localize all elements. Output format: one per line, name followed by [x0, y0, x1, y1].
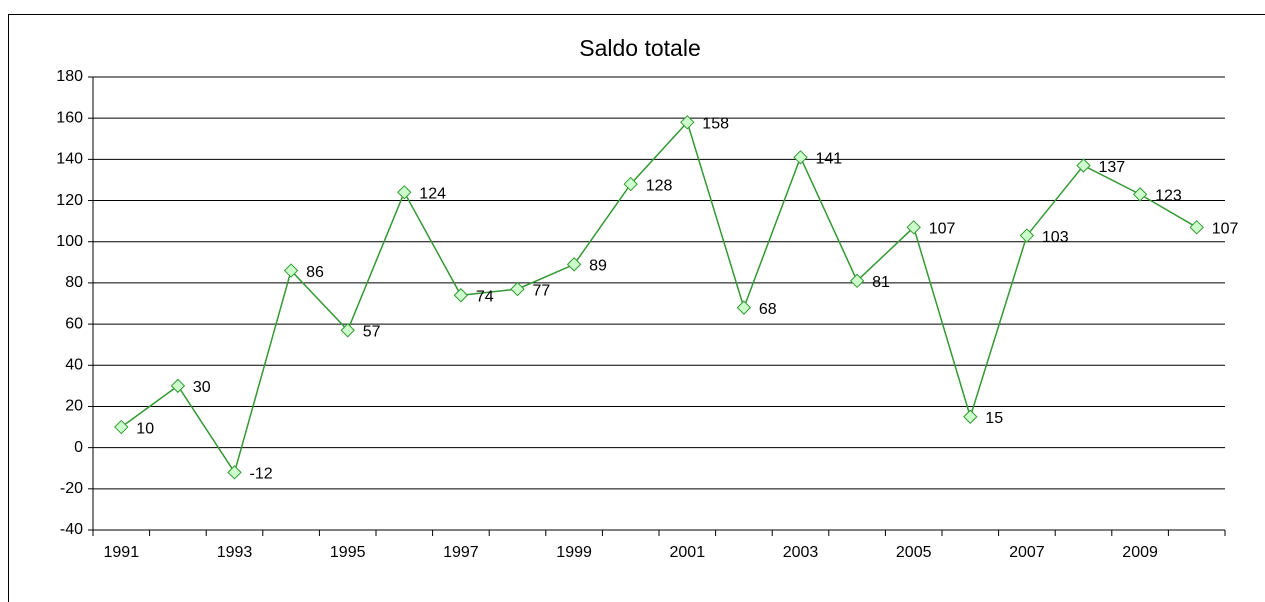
data-label: -12 [250, 466, 273, 483]
x-tick-label: 1993 [217, 544, 253, 561]
data-point [453, 288, 469, 303]
data-point [793, 150, 808, 165]
data-point [510, 281, 525, 297]
data-label: 141 [816, 151, 843, 168]
data-point [566, 257, 582, 272]
data-label: 68 [759, 301, 777, 318]
data-label: 15 [985, 410, 1003, 427]
x-tick-label: 2001 [670, 544, 706, 561]
data-point [736, 300, 752, 315]
data-point [963, 409, 978, 424]
x-tick-label: 1999 [556, 544, 592, 561]
x-tick-label: 1995 [330, 544, 366, 561]
data-point [397, 185, 412, 200]
x-tick-label: 2009 [1122, 544, 1158, 561]
data-label: 30 [193, 379, 211, 396]
data-label: 57 [363, 323, 381, 340]
data-point [114, 419, 129, 435]
y-tick-label: 140 [56, 151, 83, 168]
data-label: 124 [419, 186, 446, 203]
y-tick-label: -20 [60, 480, 83, 497]
x-tick-label: 2007 [1009, 544, 1045, 561]
data-point [170, 378, 186, 394]
data-label: 107 [929, 221, 956, 238]
series-line [120, 120, 1198, 475]
y-tick-label: 20 [65, 398, 83, 415]
y-tick-label: -40 [60, 521, 83, 538]
y-tick-label: 100 [56, 233, 83, 250]
data-point [1189, 220, 1204, 235]
data-point [906, 220, 921, 235]
data-label: 128 [646, 177, 673, 194]
x-tick-label: 1991 [104, 544, 140, 561]
data-point [1019, 228, 1035, 243]
data-point [849, 273, 865, 289]
data-label: 77 [533, 282, 551, 299]
data-label: 81 [872, 274, 890, 291]
data-label: 123 [1155, 188, 1182, 205]
data-label: 103 [1042, 229, 1069, 246]
chart-frame [8, 14, 1265, 602]
data-label: 89 [589, 258, 607, 275]
data-label: 74 [476, 288, 494, 305]
y-tick-label: 40 [65, 356, 83, 373]
chart-title: Saldo totale [579, 35, 700, 61]
data-point [623, 176, 638, 192]
y-tick-label: 80 [65, 274, 83, 291]
data-label: 158 [702, 116, 729, 133]
data-point [340, 323, 355, 338]
data-point [283, 263, 299, 278]
x-tick-label: 2003 [783, 544, 819, 561]
y-tick-label: 120 [56, 192, 83, 209]
data-point [680, 115, 695, 130]
data-label: 107 [1212, 221, 1239, 238]
data-label: 86 [306, 264, 324, 281]
y-tick-label: 180 [56, 68, 83, 85]
data-point [1076, 158, 1091, 173]
data-point [1132, 187, 1148, 202]
y-tick-label: 160 [56, 109, 83, 126]
data-label: 10 [136, 420, 154, 437]
data-label: 137 [1099, 159, 1126, 176]
x-tick-label: 2005 [896, 544, 932, 561]
data-point [227, 465, 242, 480]
y-tick-label: 0 [74, 439, 83, 456]
x-tick-label: 1997 [443, 544, 479, 561]
y-tick-label: 60 [65, 315, 83, 332]
